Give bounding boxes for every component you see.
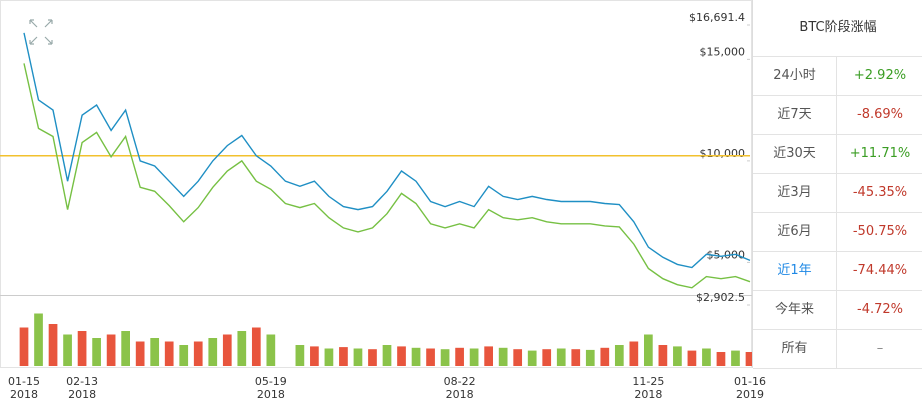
- volume-bar: [150, 338, 160, 366]
- volume-bar: [208, 338, 218, 366]
- table-title: BTC阶段涨幅: [753, 0, 922, 57]
- table-row: 近7天 -8.69%: [753, 96, 922, 135]
- volume-bar: [455, 347, 464, 366]
- x-tick-label: 11-25 2018: [632, 375, 665, 401]
- volume-bar: [658, 345, 668, 366]
- volume-bar: [644, 334, 653, 366]
- period-change: -8.69%: [857, 107, 903, 122]
- y-tick-label: $10,000: [700, 147, 746, 160]
- chart-frame: [0, 0, 752, 368]
- volume-bar: [571, 349, 581, 366]
- volume-bar: [687, 350, 697, 366]
- volume-bar: [92, 338, 101, 366]
- volume-bar: [368, 349, 377, 366]
- period-change: -45.35%: [852, 185, 908, 200]
- x-tick-label: 05-19 2018: [254, 375, 287, 401]
- period-change: -50.75%: [852, 224, 908, 239]
- period-label: 今年来: [753, 291, 837, 329]
- volume-bar: [222, 334, 232, 366]
- table-row: 近1年 -74.44%: [753, 252, 922, 291]
- volume-bar: [135, 341, 145, 366]
- x-tick-label: 01-16 2019: [734, 375, 766, 401]
- table-row: 近30天 +11.71%: [753, 135, 922, 174]
- table-row: 今年来 -4.72%: [753, 291, 922, 330]
- volume-bar: [585, 349, 595, 366]
- volume-bar: [34, 313, 43, 366]
- volume-bar: [556, 348, 566, 366]
- volume-bar: [310, 346, 319, 366]
- volume-bar: [426, 348, 435, 366]
- y-tick-label: $16,691.4: [689, 11, 745, 24]
- volume-bar: [600, 347, 610, 366]
- period-change: +11.71%: [849, 146, 911, 161]
- volume-bar: [629, 341, 639, 366]
- volume-bar: [411, 347, 421, 366]
- volume-bar: [382, 345, 392, 366]
- expand-icon[interactable]: [29, 19, 53, 45]
- volume-bar: [716, 352, 726, 366]
- period-change: +2.92%: [853, 68, 907, 83]
- period-label: 近6月: [753, 213, 837, 251]
- volume-bar: [237, 331, 247, 366]
- chart: $16,691.4 $15,000 $10,000 $5,000 $2,902.5: [0, 0, 752, 368]
- volume-bar: [731, 350, 740, 366]
- volume-bar: [19, 327, 29, 366]
- period-change: –: [876, 341, 884, 356]
- volume-bar: [63, 334, 72, 366]
- period-label: 近7天: [753, 96, 837, 134]
- volume-bar: [295, 345, 305, 366]
- volume-bar: [469, 348, 479, 366]
- table-row: 近6月 -50.75%: [753, 213, 922, 252]
- table-row: 所有 –: [753, 330, 922, 369]
- volume-bar: [251, 327, 261, 366]
- volume-bar: [484, 346, 493, 366]
- volume-bar: [614, 345, 624, 366]
- period-label: 近1年: [753, 252, 837, 290]
- volume-bar: [745, 352, 752, 366]
- period-label: 所有: [753, 330, 837, 368]
- x-tick-label: 02-13 2018: [66, 375, 99, 401]
- volume-bar: [121, 331, 130, 366]
- volume-bar: [106, 334, 116, 366]
- table-row: 近3月 -45.35%: [753, 174, 922, 213]
- period-label: 24小时: [753, 57, 837, 95]
- volume-bar: [324, 348, 334, 366]
- volume-bar: [702, 348, 711, 366]
- volume-bar: [266, 334, 276, 366]
- volume-bar: [513, 349, 523, 366]
- period-change: -74.44%: [852, 263, 908, 278]
- price-line: [23, 63, 751, 289]
- y-tick-label: $5,000: [707, 248, 746, 261]
- volume-bar: [164, 341, 174, 366]
- volume-bar: [353, 348, 363, 366]
- price-line: [23, 32, 751, 269]
- volume-bar: [527, 350, 537, 366]
- period-label: 近30天: [753, 135, 837, 173]
- y-tick-label: $2,902.5: [696, 291, 745, 304]
- x-tick-label: 08-22 2018: [443, 375, 476, 401]
- volume-bar: [673, 346, 682, 366]
- x-tick-label: 01-15 2018: [8, 375, 40, 401]
- volume-bar: [440, 349, 450, 366]
- period-change: -4.72%: [857, 302, 903, 317]
- volume-bar: [542, 349, 552, 366]
- volume-bar: [498, 347, 508, 366]
- volume-bar: [179, 345, 189, 366]
- volume-bar: [193, 341, 203, 366]
- volume-bar: [48, 324, 58, 366]
- table-row: 24小时 +2.92%: [753, 57, 922, 96]
- period-label: 近3月: [753, 174, 837, 212]
- y-tick-label: $15,000: [700, 45, 746, 58]
- volume-bar: [397, 346, 406, 366]
- volume-bar: [77, 331, 87, 366]
- volume-bar: [339, 347, 348, 366]
- change-table: BTC阶段涨幅 24小时 +2.92% 近7天 -8.69% 近30天 +11.71% 近3…: [752, 0, 922, 369]
